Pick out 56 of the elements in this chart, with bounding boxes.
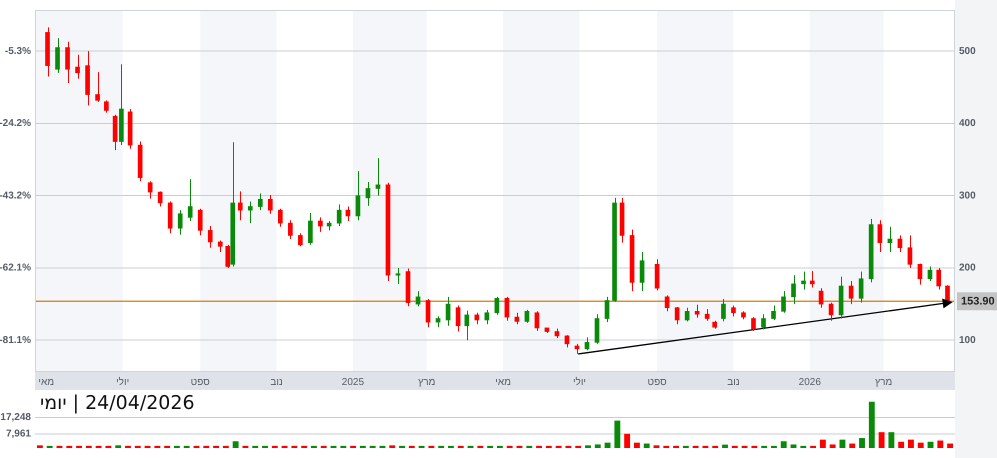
chart-title: 24/04/2026 | יומי — [40, 392, 195, 414]
bar — [624, 434, 630, 448]
y2-tick-label: -24.2% — [0, 118, 32, 130]
x-tick-label: 2025 — [342, 376, 364, 388]
y-tick-label: 300 — [959, 190, 976, 202]
bar — [947, 444, 954, 448]
bar — [780, 441, 787, 448]
y-tick-label: 100 — [959, 334, 976, 346]
x-tick-label: ספט — [190, 376, 210, 388]
bar — [849, 444, 856, 448]
x-tick-label: יולי — [572, 376, 586, 388]
candlestick — [376, 158, 380, 196]
y-tick-label: 400 — [959, 118, 976, 130]
ref-line-label: 153.90 — [961, 295, 995, 308]
bar — [232, 441, 239, 448]
bar — [820, 440, 826, 448]
bar — [908, 440, 914, 448]
candlestick — [544, 327, 550, 334]
y2-tick-label: -81.1% — [0, 335, 32, 346]
x-tick-label: ספט — [648, 376, 668, 388]
bar — [654, 445, 660, 448]
bar — [644, 444, 650, 448]
bar — [937, 440, 944, 448]
bar — [878, 432, 885, 448]
bar — [830, 444, 836, 448]
candlestick — [436, 316, 440, 328]
bar — [888, 432, 894, 448]
y2-tick-label: -5.3% — [4, 46, 32, 57]
bar — [36, 445, 43, 448]
x-tick-label: 2026 — [798, 376, 822, 388]
x-tick-label: מרץ — [875, 376, 892, 388]
bar — [918, 442, 924, 448]
y-tick-label: 200 — [959, 262, 976, 274]
x-tick-label: נוב — [727, 376, 740, 388]
x-tick-label: יולי — [116, 376, 130, 388]
bar — [928, 442, 934, 448]
bar — [634, 442, 640, 448]
bar — [868, 402, 875, 448]
x-tick-label: מאי — [38, 376, 54, 388]
bar — [790, 444, 796, 448]
bar — [722, 444, 728, 448]
x-tick-label: מרץ — [418, 376, 436, 388]
bar — [898, 442, 904, 448]
y-tick-label: 17,248 — [0, 412, 32, 424]
bar — [840, 440, 846, 448]
bar — [859, 438, 865, 448]
bar — [614, 420, 620, 448]
bar — [585, 445, 591, 448]
y-tick-label: 500 — [959, 46, 976, 57]
y2-tick-label: -43.2% — [0, 190, 32, 202]
bar — [604, 442, 610, 448]
bar — [594, 444, 601, 448]
y-tick-label: 7,961 — [6, 428, 32, 440]
y2-tick-label: -62.1% — [0, 262, 32, 274]
x-tick-label: מאי — [495, 376, 512, 388]
x-tick-label: נוב — [270, 376, 283, 388]
